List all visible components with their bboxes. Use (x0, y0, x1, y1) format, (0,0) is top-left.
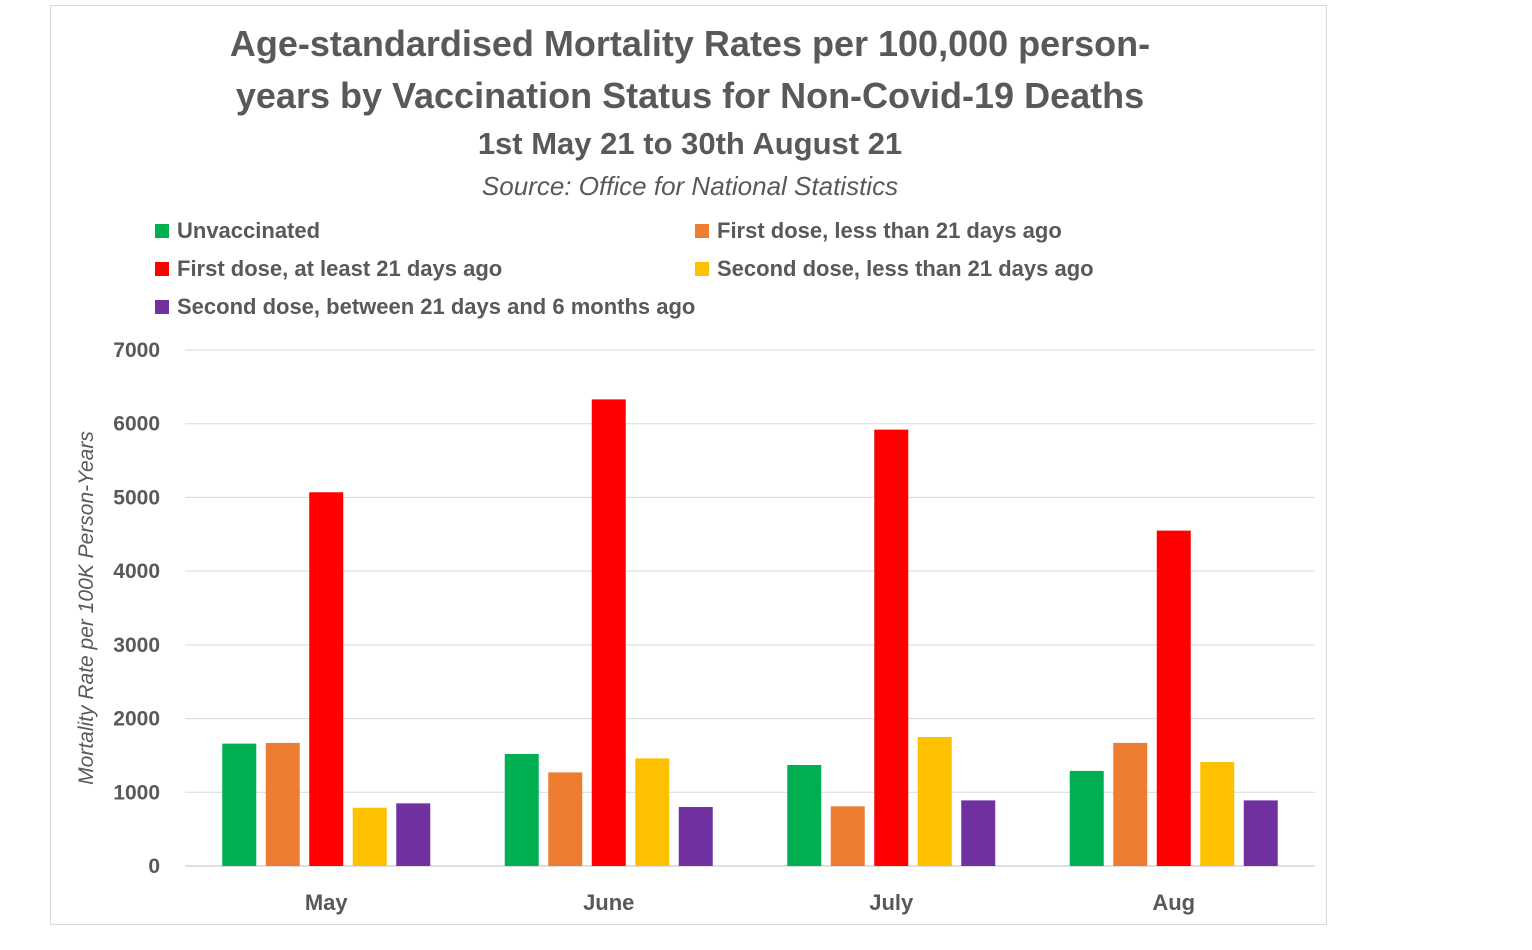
bar (1156, 530, 1191, 866)
bar (678, 807, 713, 866)
legend-label-first-dose-recent: First dose, less than 21 days ago (717, 218, 1062, 243)
legend-swatch-second-dose-21d-6m (155, 300, 169, 314)
gridlines (185, 349, 1315, 867)
bar (830, 806, 865, 866)
bar (222, 743, 257, 866)
legend-label-unvaccinated: Unvaccinated (177, 218, 321, 243)
bar (309, 492, 344, 866)
legend-label-second-dose-21d-6m: Second dose, between 21 days and 6 month… (177, 294, 696, 319)
bar (635, 758, 670, 866)
bar (591, 399, 626, 866)
chart-subtitle: 1st May 21 to 30th August 21 (477, 126, 903, 161)
chart-legend: Unvaccinated First dose, less than 21 da… (155, 218, 1255, 328)
bar (787, 765, 822, 866)
chart-title-block: Age-standardised Mortality Rates per 100… (130, 18, 1250, 206)
chart-title-line-2: years by Vaccination Status for Non-Covi… (235, 75, 1145, 116)
y-tick-label: 1000 (113, 781, 160, 804)
legend-item-unvaccinated: Unvaccinated (155, 218, 320, 244)
x-axis-categories: May June July Aug (305, 890, 1195, 915)
legend-item-second-dose-21d-6m: Second dose, between 21 days and 6 month… (155, 294, 695, 320)
legend-swatch-second-dose-recent (695, 262, 709, 276)
legend-label-second-dose-recent: Second dose, less than 21 days ago (717, 256, 1094, 281)
bar (396, 803, 431, 866)
y-tick-label: 0 (148, 855, 160, 878)
bar (265, 742, 300, 866)
bar (917, 737, 952, 866)
x-category-label: July (869, 890, 914, 915)
bar (1243, 800, 1278, 866)
legend-label-first-dose-21plus: First dose, at least 21 days ago (177, 256, 503, 281)
legend-swatch-first-dose-21plus (155, 262, 169, 276)
bar (504, 753, 539, 866)
y-tick-label: 3000 (113, 634, 160, 657)
y-tick-label: 2000 (113, 708, 160, 731)
bar (1069, 770, 1104, 866)
bar (961, 800, 996, 866)
x-category-label: Aug (1152, 890, 1195, 915)
bar (1113, 742, 1148, 866)
legend-item-second-dose-recent: Second dose, less than 21 days ago (695, 256, 1094, 282)
legend-item-first-dose-21plus: First dose, at least 21 days ago (155, 256, 502, 282)
chart-source: Source: Office for National Statistics (481, 171, 899, 201)
chart-title-line-1: Age-standardised Mortality Rates per 100… (229, 23, 1151, 64)
y-tick-label: 5000 (113, 486, 160, 509)
y-tick-label: 7000 (113, 339, 160, 362)
bar (352, 807, 387, 866)
y-axis-ticks: 0 1000 2000 3000 4000 5000 6000 7000 (113, 339, 160, 878)
bar (548, 772, 583, 866)
legend-swatch-unvaccinated (155, 224, 169, 238)
y-tick-label: 6000 (113, 413, 160, 436)
legend-swatch-first-dose-recent (695, 224, 709, 238)
y-tick-label: 4000 (113, 560, 160, 583)
x-category-label: May (305, 890, 349, 915)
x-category-label: June (583, 890, 634, 915)
bar (874, 429, 909, 866)
bar (1200, 762, 1235, 866)
bars (222, 399, 1278, 866)
y-axis-label: Mortality Rate per 100K Person-Years (75, 431, 98, 785)
legend-item-first-dose-recent: First dose, less than 21 days ago (695, 218, 1062, 244)
